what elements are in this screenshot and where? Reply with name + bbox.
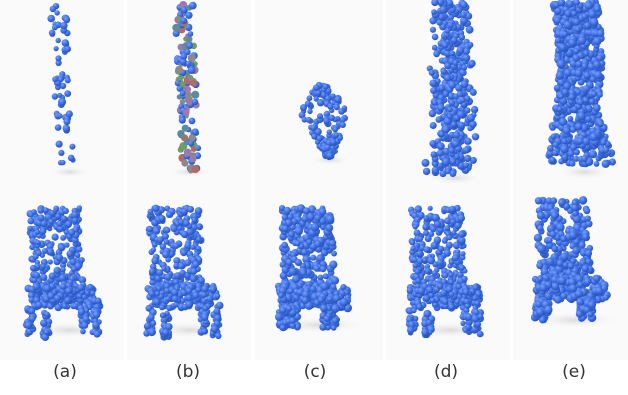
top-cloud-c	[298, 81, 348, 161]
caption-a: (a)	[53, 362, 77, 382]
top-cloud-d	[421, 0, 480, 178]
shadow-e-bottom	[527, 311, 623, 329]
bottom-chair-a	[22, 205, 104, 342]
bottom-chair-e	[530, 196, 611, 324]
bottom-chair-c-fragment	[275, 304, 302, 331]
shadow-a-top	[48, 166, 92, 178]
bottom-chair-d	[405, 204, 484, 339]
top-cloud-a	[47, 2, 76, 166]
caption-e: (e)	[562, 362, 586, 382]
top-cloud-e	[545, 0, 617, 168]
caption-c: (c)	[303, 362, 327, 382]
top-cloud-b	[172, 1, 202, 174]
bottom-chair-b	[143, 204, 224, 341]
shadow-e-top	[555, 164, 615, 180]
caption-d: (d)	[433, 362, 459, 382]
caption-b: (b)	[175, 362, 201, 382]
shadow-c-top	[308, 154, 352, 166]
bottom-chair-c	[275, 204, 353, 332]
